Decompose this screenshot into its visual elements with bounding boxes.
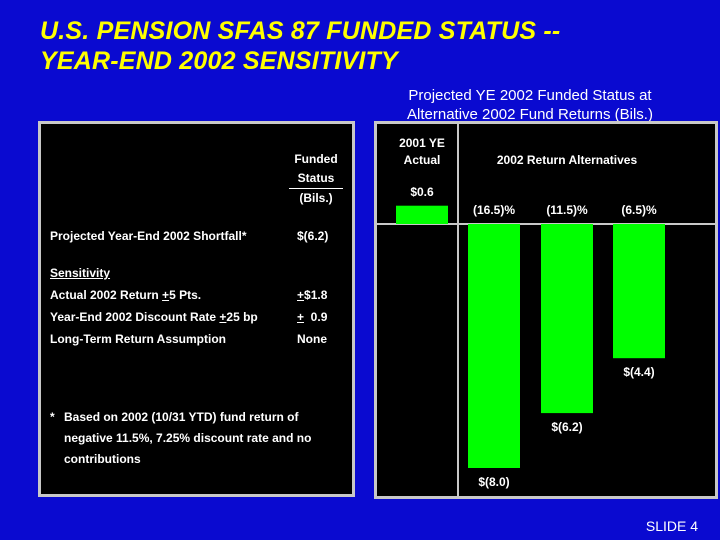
bar-value-label: $(4.4) [623, 365, 654, 379]
bar-chart: 2001 YE Actual 2002 Return Alternatives $0.… [377, 124, 715, 496]
sensitivity-heading: Sensitivity [50, 266, 111, 280]
row-label-text: Actual 2002 Return [50, 288, 163, 302]
projected-shortfall-value: $(6.2) [297, 229, 329, 243]
bar-value-label: $0.6 [410, 185, 434, 199]
column-header-line-1: Funded [294, 152, 338, 166]
bar [468, 224, 520, 468]
plus-minus-sign: + [297, 310, 305, 324]
bar [396, 205, 448, 224]
row-label-suffix: 25 bp [226, 310, 258, 324]
slide-title-line-2: YEAR-END 2002 SENSITIVITY [40, 47, 398, 75]
projected-shortfall-label: Projected Year-End 2002 Shortfall* [50, 229, 247, 243]
sensitivity-row-value: +$1.8 [297, 288, 327, 302]
row-value-text: $1.8 [304, 288, 328, 302]
row-label-text: Long-Term Return Assumption [50, 332, 226, 346]
chart-caption-line-1: Projected YE 2002 Funded Status at [408, 87, 652, 104]
sensitivity-row-value: None [297, 332, 327, 346]
footnote-marker: * [50, 410, 55, 424]
bar-chart-panel: 2001 YE Actual 2002 Return Alternatives $0.… [374, 121, 718, 499]
footnote-text: Based on 2002 (10/31 YTD) fund return of… [64, 410, 312, 466]
row-value-text: 0.9 [304, 310, 328, 324]
plus-minus-sign: + [297, 288, 305, 302]
slide-title: U.S. PENSION SFAS 87 FUNDED STATUS -- YE… [40, 16, 560, 76]
row-label-suffix: 5 Pts. [169, 288, 202, 302]
group-header-alternatives: 2002 Return Alternatives [497, 153, 638, 167]
plus-minus-sign: + [219, 310, 227, 324]
bar [541, 224, 593, 414]
plus-minus-sign: + [162, 288, 170, 302]
funded-status-column-header: Funded Status (Bils.) [289, 150, 343, 208]
sensitivity-row-label: Long-Term Return Assumption [50, 332, 226, 346]
category-label: (6.5)% [621, 203, 657, 217]
category-label: (16.5)% [473, 203, 515, 217]
bar [613, 224, 665, 359]
sensitivity-row-label: Year-End 2002 Discount Rate +25 bp [50, 310, 258, 324]
slide-title-line-1: U.S. PENSION SFAS 87 FUNDED STATUS -- [40, 17, 561, 45]
sensitivity-row-value: + 0.9 [297, 310, 327, 324]
chart-caption-line-2: Alternative 2002 Fund Returns (Bils.) [407, 106, 653, 123]
chart-caption: Projected YE 2002 Funded Status at Alter… [370, 86, 690, 124]
bar-value-label: $(6.2) [551, 420, 582, 434]
sensitivity-row-label: Actual 2002 Return +5 Pts. [50, 288, 201, 302]
column-header-line-3: (Bils.) [299, 191, 333, 205]
row-value-text: None [297, 332, 327, 346]
group-header-actual-line-2: Actual [404, 153, 441, 167]
row-label-text: Year-End 2002 Discount Rate [50, 310, 220, 324]
category-label: (11.5)% [546, 203, 588, 217]
group-header-actual-line-1: 2001 YE [399, 136, 445, 150]
slide-number: SLIDE 4 [645, 518, 698, 534]
sensitivity-table-panel: Funded Status (Bils.) Projected Year-End… [38, 121, 355, 497]
bar-value-label: $(8.0) [478, 475, 509, 489]
footnote: * Based on 2002 (10/31 YTD) fund return … [50, 407, 345, 470]
column-header-line-2: Status [289, 169, 343, 189]
